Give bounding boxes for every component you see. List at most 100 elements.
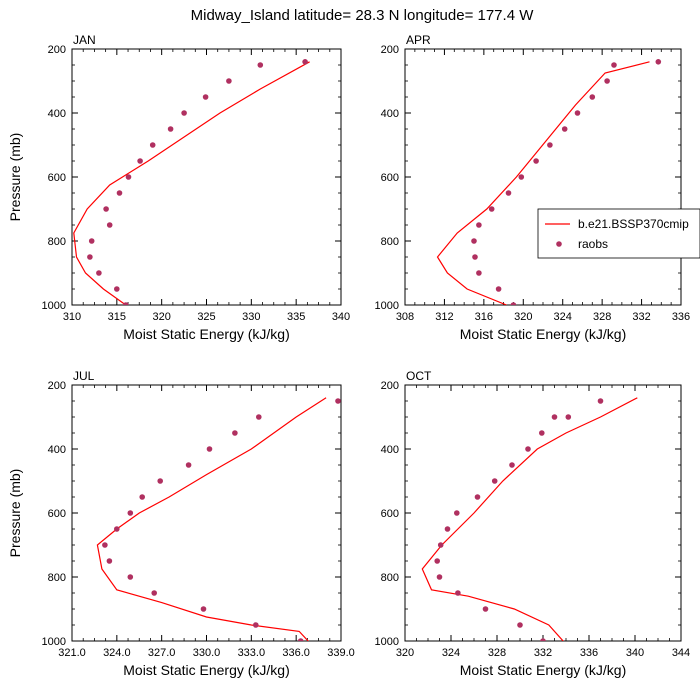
raobs-point-jul bbox=[157, 478, 163, 484]
x-tick-label-jan: 335 bbox=[287, 311, 305, 323]
plot-area-jul bbox=[96, 397, 341, 641]
raobs-point-oct bbox=[525, 446, 531, 452]
y-tick-label-apr: 1000 bbox=[375, 300, 399, 312]
panel-label-jul: JUL bbox=[73, 369, 95, 383]
series-line-model-oct bbox=[421, 397, 638, 641]
raobs-point-oct bbox=[474, 494, 481, 500]
raobs-point-oct bbox=[482, 606, 489, 612]
raobs-point-apr bbox=[604, 78, 610, 84]
raobs-point-apr bbox=[533, 158, 539, 164]
plot-area-apr bbox=[436, 59, 662, 305]
raobs-point-jan bbox=[302, 59, 308, 65]
x-tick-label-oct: 324 bbox=[442, 647, 460, 659]
raobs-point-jul bbox=[232, 430, 238, 436]
raobs-point-jul bbox=[114, 526, 120, 532]
x-tick-label-apr: 332 bbox=[632, 311, 650, 323]
raobs-point-oct bbox=[539, 430, 545, 436]
series-line-model-jan bbox=[73, 61, 310, 305]
x-tick-label-apr: 320 bbox=[514, 311, 532, 323]
x-tick-label-oct: 344 bbox=[672, 647, 690, 659]
y-tick-label-jan: 400 bbox=[48, 108, 66, 120]
raobs-point-apr bbox=[472, 254, 478, 260]
raobs-point-jan bbox=[125, 174, 132, 180]
series-line-model-jul bbox=[96, 397, 327, 641]
raobs-point-jan bbox=[106, 222, 113, 228]
raobs-point-jul bbox=[127, 574, 134, 580]
plot-area-oct bbox=[421, 397, 638, 641]
x-tick-label-oct: 336 bbox=[580, 647, 598, 659]
y-tick-label-jul: 400 bbox=[48, 444, 66, 456]
legend-entry-raobs: raobs bbox=[578, 237, 608, 251]
x-tick-label-jan: 310 bbox=[63, 311, 81, 323]
x-tick-label-apr: 328 bbox=[593, 311, 611, 323]
raobs-point-jul bbox=[255, 414, 262, 420]
raobs-point-oct bbox=[434, 558, 441, 564]
x-tick-label-jul: 330.0 bbox=[193, 647, 221, 659]
y-tick-label-oct: 1000 bbox=[375, 636, 399, 648]
raobs-point-apr bbox=[574, 110, 581, 116]
raobs-point-apr bbox=[518, 174, 525, 180]
raobs-point-jul bbox=[106, 558, 113, 564]
x-axis-title-oct: Moist Static Energy (kJ/kg) bbox=[460, 662, 627, 678]
x-axis-title-jan: Moist Static Energy (kJ/kg) bbox=[123, 326, 290, 342]
raobs-point-oct bbox=[444, 526, 451, 532]
raobs-point-oct bbox=[597, 398, 604, 404]
y-tick-label-oct: 200 bbox=[381, 380, 399, 392]
raobs-point-apr bbox=[611, 62, 617, 68]
x-tick-label-apr: 316 bbox=[475, 311, 493, 323]
raobs-point-jul bbox=[335, 398, 341, 404]
raobs-point-apr bbox=[476, 222, 482, 228]
raobs-point-oct bbox=[517, 622, 523, 628]
panel-jan: JAN 310 315 320 325 330 335 340 200 400 600 800 1000… bbox=[7, 33, 350, 342]
raobs-point-jul bbox=[253, 622, 259, 628]
raobs-point-jan bbox=[181, 110, 187, 116]
y-axis-title-jan: Pressure (mb) bbox=[7, 133, 23, 222]
x-tick-label-oct: 320 bbox=[396, 647, 414, 659]
raobs-point-jan bbox=[88, 238, 95, 244]
y-tick-label-jul: 200 bbox=[48, 380, 66, 392]
raobs-point-jan bbox=[167, 126, 174, 132]
x-tick-label-oct: 340 bbox=[626, 647, 644, 659]
plot-frame-jan bbox=[71, 48, 342, 306]
raobs-point-jan bbox=[114, 286, 120, 292]
raobs-point-jan bbox=[257, 62, 264, 68]
raobs-point-jan bbox=[149, 142, 156, 148]
figure-title: Midway_Island latitude= 28.3 N longitude… bbox=[191, 7, 535, 24]
x-tick-label-jul: 339.0 bbox=[327, 647, 355, 659]
y-tick-label-jan: 600 bbox=[48, 172, 66, 184]
x-tick-label-jan: 340 bbox=[332, 311, 350, 323]
x-tick-label-jan: 320 bbox=[152, 311, 170, 323]
y-tick-label-apr: 800 bbox=[381, 236, 399, 248]
panel-label-oct: OCT bbox=[406, 369, 432, 383]
x-tick-label-jul: 333.0 bbox=[238, 647, 266, 659]
x-tick-label-apr: 336 bbox=[672, 311, 690, 323]
raobs-point-oct bbox=[455, 590, 461, 596]
raobs-point-jul bbox=[200, 606, 207, 612]
y-tick-label-jul: 800 bbox=[48, 572, 66, 584]
raobs-point-apr bbox=[488, 206, 495, 212]
raobs-point-jul bbox=[151, 590, 157, 596]
raobs-point-oct bbox=[491, 478, 498, 484]
raobs-point-oct bbox=[436, 574, 443, 580]
y-tick-label-oct: 400 bbox=[381, 444, 399, 456]
panel-jul: JUL 321.0 324.0 327.0 330.0 333.0 336.0 339.0 20… bbox=[7, 369, 355, 678]
x-tick-label-jan: 330 bbox=[242, 311, 260, 323]
raobs-point-jan bbox=[103, 206, 109, 212]
raobs-point-jan bbox=[87, 254, 93, 260]
legend-entry-model: b.e21.BSSP370cmip bbox=[578, 217, 689, 231]
raobs-point-apr bbox=[505, 190, 512, 196]
x-tick-label-oct: 328 bbox=[488, 647, 506, 659]
raobs-point-apr bbox=[510, 302, 517, 305]
raobs-point-jan bbox=[96, 270, 102, 276]
y-tick-label-jan: 800 bbox=[48, 236, 66, 248]
plot-area-jan bbox=[73, 59, 310, 305]
raobs-point-oct bbox=[437, 542, 444, 548]
x-tick-label-jan: 325 bbox=[197, 311, 215, 323]
x-tick-label-apr: 308 bbox=[396, 311, 414, 323]
raobs-point-jan bbox=[116, 190, 123, 196]
raobs-point-jul bbox=[127, 510, 134, 516]
panel-label-jan: JAN bbox=[73, 33, 96, 47]
plot-frame-oct bbox=[404, 384, 682, 642]
y-axis-title-jul: Pressure (mb) bbox=[7, 469, 23, 558]
raobs-point-oct bbox=[551, 414, 558, 420]
